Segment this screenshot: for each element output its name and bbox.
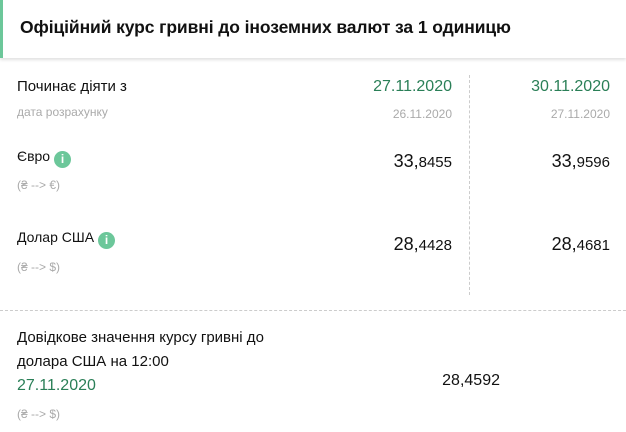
- reference-line1: Довідкове значення курсу гривні до: [17, 329, 264, 346]
- direction-euro: (₴ --> €): [17, 178, 61, 192]
- info-icon[interactable]: i: [98, 232, 116, 249]
- effective-date-col2: 30.11.2020: [531, 78, 610, 95]
- section-divider: [0, 310, 626, 311]
- currency-name: Євро: [17, 148, 51, 164]
- page-header: Офіційний курс гривні до іноземних валют…: [0, 0, 626, 58]
- reference-line2: долара США на 12:00: [17, 353, 169, 370]
- calc-date-col2: 27.11.2020: [550, 107, 610, 121]
- currency-euro: Євро i: [17, 148, 72, 168]
- currency-name: Долар США: [17, 229, 95, 245]
- rate-usd-col1: 28,4428: [393, 234, 452, 254]
- direction-usd: (₴ --> $): [17, 260, 61, 274]
- page-title: Офіційний курс гривні до іноземних валют…: [20, 17, 511, 37]
- column-divider: [469, 75, 470, 295]
- reference-direction: (₴ --> $): [17, 407, 61, 421]
- currency-usd: Долар США i: [17, 229, 116, 249]
- start-label: Починає діяти з: [17, 78, 127, 95]
- reference-value: 28,4592: [442, 372, 500, 389]
- reference-date: 27.11.2020: [17, 377, 96, 394]
- effective-date-col1: 27.11.2020: [373, 78, 452, 95]
- rate-euro-col1: 33,8455: [393, 151, 452, 171]
- calc-label: дата розрахунку: [17, 105, 108, 119]
- calc-date-col1: 26.11.2020: [392, 107, 452, 121]
- rate-euro-col2: 33,9596: [551, 151, 610, 171]
- info-icon[interactable]: i: [54, 151, 72, 168]
- rate-usd-col2: 28,4681: [551, 234, 610, 254]
